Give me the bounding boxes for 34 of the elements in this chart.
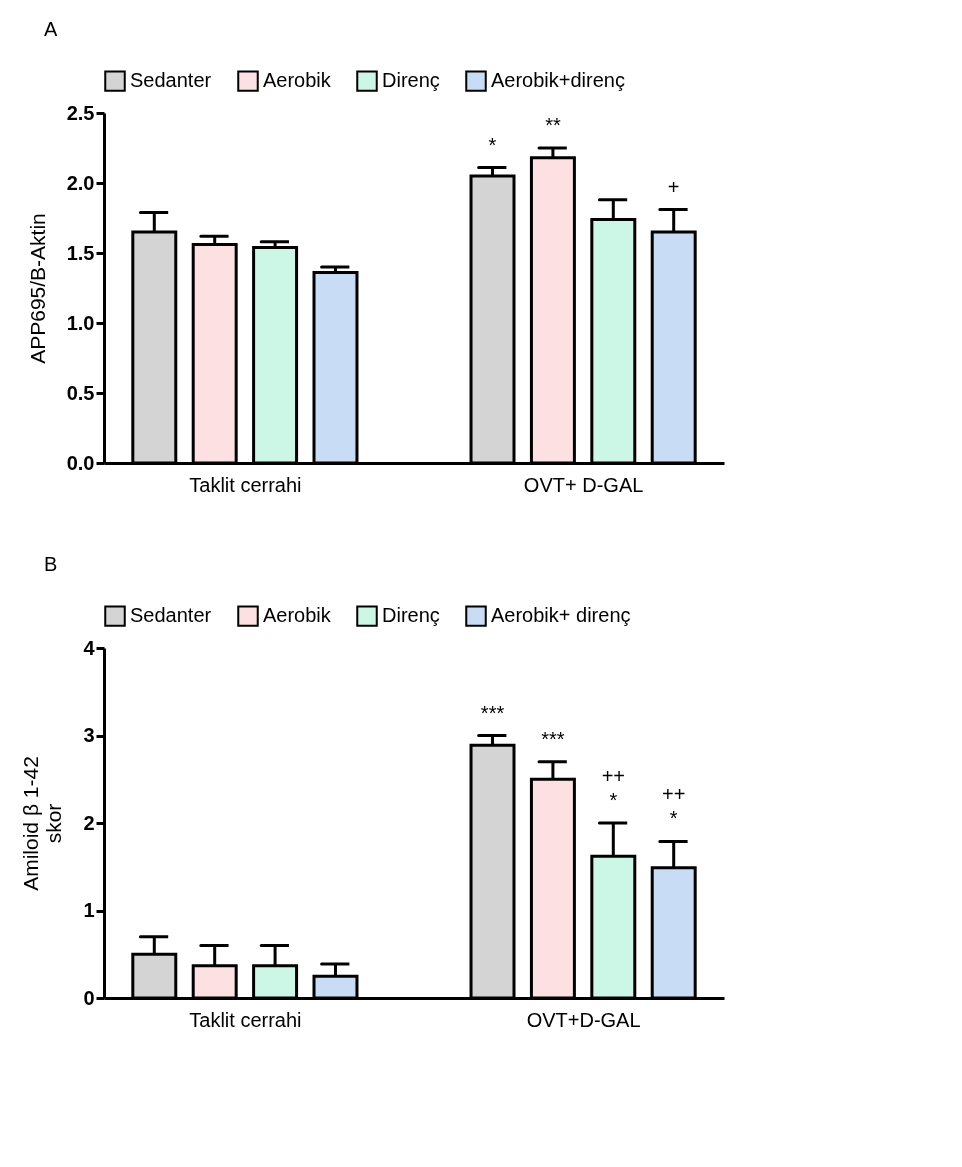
y-tick-label: 1.5	[66, 241, 95, 264]
y-tick-label: 4	[83, 636, 96, 659]
data-label: *	[488, 133, 497, 156]
legend-label: Direnç	[382, 604, 440, 627]
y-tick-label: 0	[83, 986, 95, 1009]
chart-title: B	[44, 553, 58, 575]
legend-label: Aerobik+direnç	[491, 69, 625, 92]
y-tick-label: 2	[83, 811, 95, 834]
legend-label: Aerobik+ direnç	[491, 604, 631, 627]
legend-label: Aerobik	[263, 604, 332, 627]
y-tick-label: 0.5	[66, 381, 95, 404]
chart-title: A	[44, 18, 58, 40]
x-tick-label: Taklit cerrahi	[189, 473, 302, 496]
legend-label: Aerobik	[263, 69, 332, 92]
y-axis-title: Amiloid β 1-42 skor	[19, 756, 66, 891]
x-tick-label: Taklit cerrahi	[189, 1008, 302, 1031]
y-tick-label: 1.0	[66, 311, 95, 334]
data-label: ++ *	[601, 765, 625, 811]
legend-label: Direnç	[382, 69, 440, 92]
data-label: ++ *	[662, 783, 686, 830]
x-tick-label: OVT+ D-GAL	[523, 473, 644, 496]
legend-label: Sedanter	[130, 69, 212, 92]
data-label: **	[545, 114, 561, 136]
x-tick-label: OVT+D-GAL	[526, 1008, 641, 1031]
y-tick-label: 2.0	[66, 171, 95, 194]
y-tick-label: 0.0	[66, 451, 95, 474]
y-tick-label: 3	[83, 724, 95, 746]
y-tick-label: 1	[83, 899, 95, 921]
y-tick-label: 2.5	[66, 101, 95, 124]
legend-label: Sedanter	[130, 604, 212, 627]
y-axis-title: APP695/B-Aktin	[25, 213, 49, 364]
data-label: +	[667, 175, 680, 198]
data-label: ***	[480, 701, 505, 724]
data-label: ***	[541, 727, 565, 750]
